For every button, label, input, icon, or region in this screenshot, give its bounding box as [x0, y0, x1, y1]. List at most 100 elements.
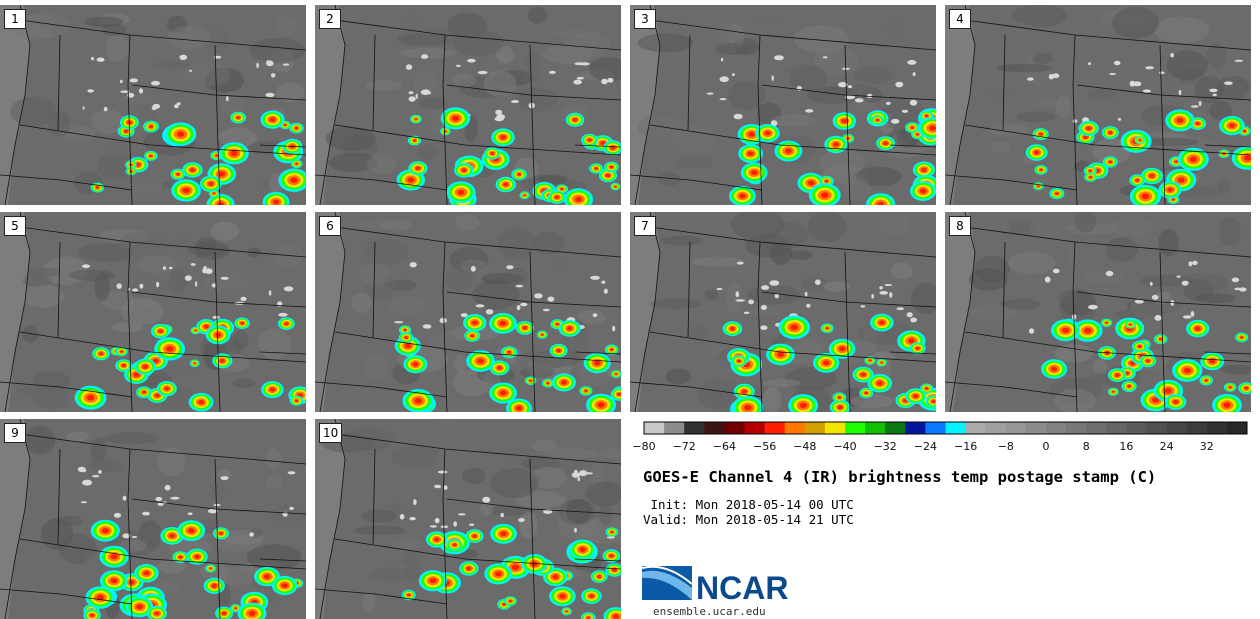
storm-cell [176, 173, 180, 176]
cloud-speck [1088, 304, 1098, 310]
colorbar-tick-label: 0 [1042, 440, 1050, 453]
cloud-speck [270, 73, 276, 78]
cloud-speck [760, 325, 768, 330]
cloud-speck [1129, 80, 1136, 87]
cloud-speck [477, 70, 488, 75]
cloud-speck [891, 118, 900, 124]
state-border [127, 34, 133, 205]
storm-cell [472, 534, 477, 538]
terrain-patch [170, 233, 193, 253]
storm-cell [203, 324, 209, 329]
storm-cell [1038, 132, 1043, 136]
state-border [634, 212, 661, 412]
terrain-patch [496, 46, 515, 64]
storm-cell [169, 533, 175, 538]
terrain-patch [566, 498, 593, 524]
storm-cell [1062, 327, 1069, 333]
terrain-patch [793, 25, 849, 54]
cloud-speck [440, 525, 449, 529]
terrain-patch [697, 379, 741, 409]
cloud-speck [128, 288, 131, 291]
storm-cell [565, 610, 568, 613]
colorbar-segment [885, 422, 906, 434]
storm-cell [1112, 390, 1115, 393]
cloud-speck [422, 324, 432, 329]
cloud-speck [743, 311, 750, 314]
terrain-patch [1081, 271, 1124, 285]
storm-cell [236, 116, 241, 119]
terrain-patch [783, 65, 824, 77]
terrain-patch [392, 537, 423, 551]
terrain-patch [709, 23, 737, 42]
storm-cell [154, 611, 160, 616]
terrain-patch [32, 371, 71, 390]
storm-cell [461, 168, 467, 172]
colorbar-segment [824, 422, 846, 434]
state-border [446, 291, 621, 308]
terrain-patch [328, 152, 378, 173]
cloud-speck [1159, 71, 1165, 75]
storm-cell [561, 380, 567, 385]
terrain-patch [902, 41, 936, 58]
map-panel: 8 [945, 212, 1251, 412]
state-border [761, 84, 936, 101]
terrain-patch [203, 270, 256, 296]
terrain-patch [1139, 274, 1194, 288]
cloud-speck [485, 309, 494, 315]
terrain-patch [227, 426, 254, 446]
cloud-speck [415, 93, 418, 99]
terrain-patch [771, 114, 817, 127]
terrain-patch [50, 85, 107, 95]
cloud-speck [748, 299, 754, 305]
cloud-speck [82, 479, 93, 486]
storm-cell [1034, 150, 1040, 155]
storm-cell [612, 568, 617, 572]
cloud-speck [822, 56, 828, 59]
ncar-logo-text: NCAR [696, 570, 788, 604]
cloud-speck [1170, 53, 1174, 58]
terrain-patch [48, 111, 71, 138]
cloud-speck [170, 496, 180, 500]
cloud-speck [455, 64, 461, 67]
storm-cell [860, 372, 866, 377]
terrain-patch [10, 96, 57, 127]
cloud-speck [120, 90, 130, 93]
state-border [259, 558, 306, 562]
storm-cell [610, 531, 614, 534]
panel-number: 1 [4, 9, 26, 29]
colorbar-segment [1126, 422, 1147, 434]
colorbar-segment [1106, 422, 1127, 434]
cloud-speck [1113, 60, 1121, 66]
cloud-speck [1072, 119, 1078, 123]
state-border [131, 84, 306, 101]
colorbar-segment [704, 422, 725, 434]
cloud-speck [439, 317, 447, 324]
cloud-speck [289, 506, 294, 510]
map-panel: 1 [0, 5, 306, 205]
map-panel: 10 [315, 419, 621, 619]
storm-cell [95, 186, 99, 189]
cloud-speck [1154, 315, 1162, 321]
cloud-speck [122, 533, 131, 539]
terrain-patch [1206, 44, 1227, 69]
ncar-logo-line [642, 565, 693, 585]
cloud-speck [278, 312, 288, 317]
cloud-speck [174, 104, 179, 109]
cloud-speck [256, 62, 259, 69]
terrain-patch [589, 57, 621, 82]
storm-cell [190, 168, 195, 172]
cloud-speck [500, 512, 504, 518]
cloud-speck [184, 275, 192, 281]
storm-cell [572, 118, 578, 122]
storm-cell [269, 387, 276, 392]
panel-number: 10 [319, 423, 343, 443]
storm-cell [500, 135, 506, 140]
ir-map [315, 212, 621, 412]
storm-cell [584, 389, 588, 393]
state-border [131, 291, 306, 308]
cloud-speck [549, 70, 556, 74]
storm-cell [1083, 135, 1088, 139]
cloud-speck [571, 472, 581, 478]
ir-map [945, 212, 1251, 412]
terrain-patch [1180, 273, 1228, 294]
